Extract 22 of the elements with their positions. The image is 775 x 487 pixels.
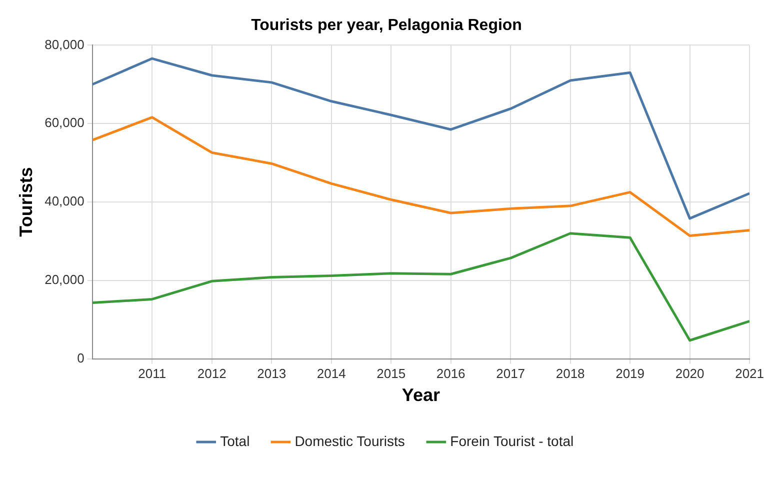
y-tick-label: 60,000 [44,115,84,130]
legend-label: Total [220,432,250,449]
x-tick-label: 2021 [735,366,764,382]
x-tick-label: 2017 [496,366,526,382]
x-axis-title: Year [402,385,440,406]
legend-label: Forein Tourist - total [450,432,574,449]
x-tick-label: 2019 [616,366,645,382]
x-tick-label: 2012 [197,366,226,382]
x-tick-label: 2018 [556,366,585,382]
y-tick-label: 80,000 [44,36,84,52]
x-tick-label: 2015 [376,366,406,382]
y-tick-label: 40,000 [44,194,84,209]
x-tick-label: 2013 [257,366,286,382]
y-axis-title: Tourists [16,167,36,237]
x-tick-label: 2020 [675,366,704,382]
chart-title: Tourists per year, Pelagonia Region [251,17,522,34]
x-tick-label: 2016 [436,366,466,382]
y-tick-label: 0 [77,350,84,366]
x-tick-label: 2014 [316,366,346,382]
y-tick-label: 20,000 [44,272,84,287]
x-tick-label: 2011 [138,366,166,382]
legend-label: Domestic Tourists [294,432,405,449]
